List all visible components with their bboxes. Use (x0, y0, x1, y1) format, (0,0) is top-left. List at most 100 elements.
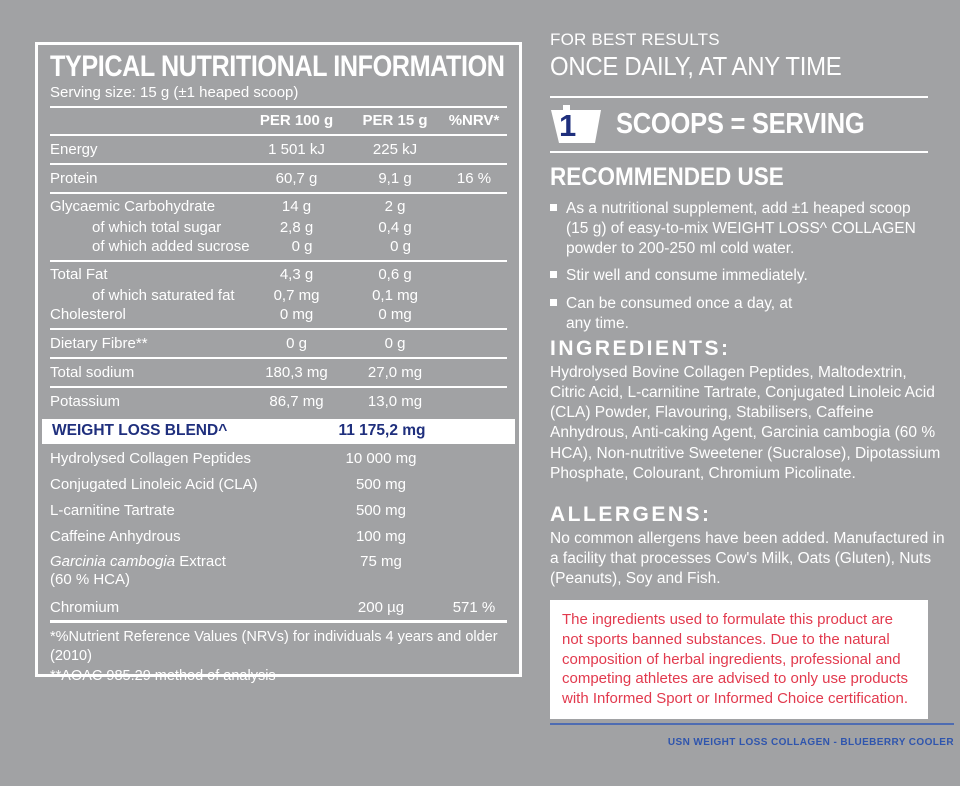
row-label: Chromium (50, 598, 120, 616)
row-nrv: 16 % (456, 169, 492, 187)
table-row: Glycaemic Carbohydrate 14 g 2 g (50, 196, 507, 218)
row-per100: 1 501 kJ (268, 140, 325, 158)
footnotes: *%Nutrient Reference Values (NRVs) for i… (50, 628, 507, 686)
row-per100: 0 g (291, 237, 313, 255)
row-value: 500 mg (355, 476, 407, 493)
garcinia-label-rest: Extract (175, 552, 226, 570)
table-row: Dietary Fibre** 0 g 0 g (50, 330, 507, 357)
allergens-block: ALLERGENS: No common allergens have been… (550, 503, 945, 589)
row-per15: 2 g (384, 198, 406, 215)
table-row: L-carnitine Tartrate 500 mg (50, 498, 507, 524)
row-per15: 0 mg (378, 305, 412, 323)
ingredients-text: Hydrolysed Bovine Collagen Peptides, Mal… (550, 364, 941, 482)
table-row: Energy 1 501 kJ 225 kJ (50, 136, 507, 163)
row-per15: 0,4 g (378, 218, 412, 236)
ingredients-title: INGREDIENTS: (550, 337, 731, 360)
table-row: of which total sugar 2,8 g 0,4 g (50, 218, 507, 237)
table-row: Protein 60,7 g 9,1 g 16 % (50, 165, 507, 192)
divider (50, 385, 507, 388)
list-item: As a nutritional supplement, add ±1 heap… (550, 199, 928, 258)
row-value: 200 µg (357, 598, 405, 616)
row-label: Conjugated Linoleic Acid (CLA) (50, 476, 258, 493)
table-row-garcinia: Garcinia cambogia Extract (60 % HCA) 75 … (50, 550, 507, 595)
svg-text:1: 1 (559, 108, 576, 143)
table-header-row: PER 100 g PER 15 g %NRV* (50, 108, 507, 134)
garcinia-latin-name: Garcinia cambogia (50, 552, 176, 570)
recommended-use-title: RECOMMENDED USE (550, 163, 784, 191)
column-header-per-15g: PER 15 g (362, 112, 428, 129)
row-per100: 180,3 mg (265, 363, 328, 381)
row-label: Hydrolysed Collagen Peptides (50, 450, 251, 467)
footnote-nrv: *%Nutrient Reference Values (NRVs) for i… (50, 629, 498, 664)
list-item-text: Stir well and consume immediately. (566, 267, 808, 285)
square-bullet-icon (550, 204, 557, 211)
sports-warning-box: The ingredients used to formulate this p… (550, 600, 928, 719)
row-per100: 4,3 g (279, 266, 314, 283)
table-row: Chromium 200 µg 571 % (50, 594, 507, 620)
divider (50, 327, 507, 330)
column-header-nrv: %NRV* (448, 112, 500, 129)
row-per15: 9,1 g (378, 169, 412, 187)
best-results-value: ONCE DAILY, AT ANY TIME (550, 51, 842, 81)
row-label: Total Fat (50, 266, 108, 283)
list-item: Can be consumed once a day, at any time. (550, 294, 810, 334)
carbohydrate-group: Glycaemic Carbohydrate 14 g 2 g of which… (50, 194, 507, 260)
table-row: Potassium 86,7 mg 13,0 mg (50, 388, 507, 415)
square-bullet-icon (550, 299, 557, 307)
product-name-footer: USN WEIGHT LOSS COLLAGEN - BLUEBERRY COO… (667, 737, 954, 748)
blend-value: 11 175,2 mg (338, 422, 426, 439)
row-label: Garcinia cambogia Extract (60 % HCA) (50, 553, 321, 591)
recommended-use-block: RECOMMENDED USE As a nutritional supplem… (550, 163, 928, 342)
divider (50, 162, 507, 165)
row-per15: 0 g (390, 237, 412, 255)
square-bullet-icon (550, 271, 557, 279)
best-results-block: FOR BEST RESULTS ONCE DAILY, AT ANY TIME (550, 30, 928, 82)
table-row: Caffeine Anhydrous 100 mg (50, 524, 507, 550)
fat-group: Total Fat 4,3 g 0,6 g of which saturated… (50, 262, 507, 328)
row-label: of which added sucrose (92, 237, 250, 255)
table-row: Total Fat 4,3 g 0,6 g (50, 264, 507, 286)
table-row: of which added sucrose 0 g 0 g (50, 237, 507, 256)
serving-size-text: Serving size: 15 g (±1 heaped scoop) (50, 83, 299, 101)
scoop-serving-label: SCOOPS = SERVING (616, 107, 865, 140)
row-per15: 0,1 mg (372, 286, 418, 304)
scoop-icon: 1 (551, 105, 601, 143)
row-per100: 60,7 g (275, 169, 318, 187)
nutrition-panel-title: TYPICAL NUTRITIONAL INFORMATION (50, 50, 505, 83)
row-label: Glycaemic Carbohydrate (50, 198, 216, 215)
row-value: 500 mg (355, 502, 407, 519)
row-per15: 13,0 mg (367, 392, 423, 410)
recommended-use-list: As a nutritional supplement, add ±1 heap… (550, 199, 928, 334)
divider (50, 259, 507, 262)
row-label: Caffeine Anhydrous (50, 528, 181, 545)
divider (50, 105, 507, 108)
table-row: Hydrolysed Collagen Peptides 10 000 mg (50, 446, 507, 472)
footnote-aoac: **AOAC 985.29 method of analysis (50, 667, 276, 684)
row-label: Energy (50, 140, 98, 158)
divider (50, 191, 507, 194)
row-label: Protein (50, 169, 98, 187)
best-results-label: FOR BEST RESULTS (550, 30, 720, 49)
table-row: Conjugated Linoleic Acid (CLA) 500 mg (50, 472, 507, 498)
divider (50, 356, 507, 359)
row-per100: 2,8 g (279, 218, 314, 236)
row-per15: 0,6 g (378, 266, 412, 283)
list-item-text: As a nutritional supplement, add ±1 heap… (566, 200, 916, 257)
ingredients-block: INGREDIENTS: Hydrolysed Bovine Collagen … (550, 337, 940, 484)
allergens-title: ALLERGENS: (550, 503, 712, 526)
row-value: 10 000 mg (345, 450, 417, 467)
table-row: of which saturated fat 0,7 mg 0,1 mg (50, 286, 507, 305)
usage-panel: FOR BEST RESULTS ONCE DAILY, AT ANY TIME… (550, 0, 955, 786)
scoop-serving-block: 1 SCOOPS = SERVING (550, 104, 928, 144)
blend-label: WEIGHT LOSS BLEND^ (52, 422, 228, 439)
footer-divider (550, 723, 954, 725)
row-per15: 225 kJ (372, 140, 418, 158)
row-label: Total sodium (50, 363, 135, 381)
row-label: of which saturated fat (92, 286, 235, 304)
row-label: of which total sugar (92, 218, 222, 236)
row-value: 100 mg (355, 528, 407, 545)
table-row: Total sodium 180,3 mg 27,0 mg (50, 359, 507, 386)
row-per15: 0 g (384, 334, 406, 352)
row-per100: 14 g (281, 198, 312, 215)
